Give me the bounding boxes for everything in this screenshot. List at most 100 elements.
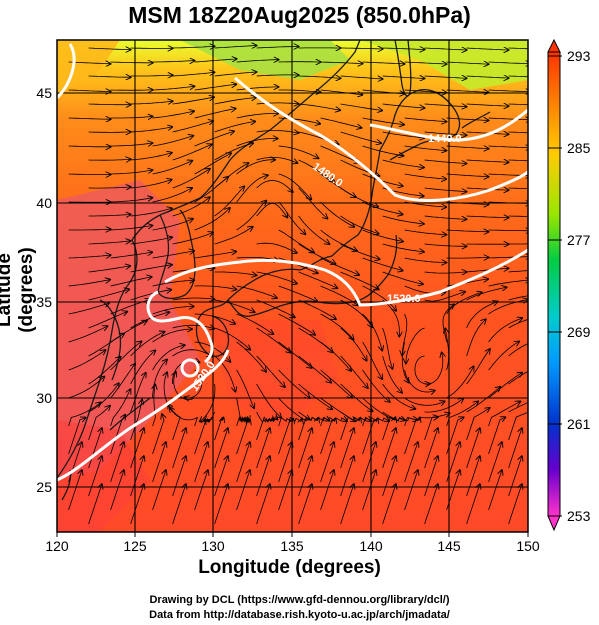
streamline: [130, 265, 172, 273]
streamline: [88, 241, 131, 245]
colorbar-tick-label: 253: [567, 508, 591, 524]
streamline: [320, 62, 363, 64]
streamline: [404, 62, 447, 64]
streamline: [152, 360, 167, 399]
streamline: [68, 377, 105, 399]
streamline: [508, 159, 528, 162]
streamline: [88, 48, 131, 50]
streamline: [236, 369, 255, 408]
streamline: [236, 442, 250, 483]
streamline: [508, 103, 528, 106]
streamline: [340, 48, 383, 49]
streamline: [214, 417, 224, 441]
streamline: [88, 266, 131, 273]
streamline: [404, 229, 447, 235]
streamline: [110, 252, 153, 259]
streamline: [130, 373, 146, 413]
streamline: [130, 332, 165, 357]
streamline: [214, 327, 251, 350]
streamline: [508, 295, 528, 301]
streamline: [340, 271, 379, 289]
streamline: [404, 201, 447, 207]
streamline: [298, 243, 336, 264]
streamline: [152, 280, 195, 287]
streamline: [214, 272, 257, 275]
y-tick-label: 35: [36, 294, 52, 310]
streamline: [110, 364, 136, 399]
streamline: [214, 355, 236, 392]
streamline: [446, 62, 489, 64]
streamline: [298, 428, 312, 469]
streamline: [488, 417, 506, 455]
streamline: [88, 428, 102, 469]
streamline: [152, 86, 195, 91]
streamline: [194, 208, 230, 231]
streamline: [466, 484, 480, 525]
streamline: [382, 355, 402, 393]
streamline: [88, 484, 102, 525]
streamline: [172, 72, 215, 77]
streamline: [256, 103, 299, 104]
streamline: [488, 342, 519, 371]
streamline: [466, 216, 509, 218]
streamline: [508, 131, 528, 134]
streamline: [404, 470, 418, 511]
streamline: [172, 197, 210, 217]
streamline: [172, 121, 214, 133]
streamline: [256, 327, 291, 353]
streamline: [298, 456, 312, 497]
streamline: [362, 369, 390, 402]
streamline: [466, 302, 498, 329]
streamline: [362, 89, 405, 94]
streamline: [446, 202, 489, 205]
streamline: [340, 428, 354, 469]
streamline: [214, 98, 256, 105]
streamline: [340, 103, 383, 111]
streamline: [340, 383, 373, 411]
colorbar-tick-label: 293: [567, 48, 591, 64]
streamline: [424, 398, 464, 413]
streamline: [214, 428, 228, 469]
streamline: [153, 385, 156, 427]
x-ticks: [56, 532, 529, 537]
streamline: [278, 369, 310, 398]
streamline: [194, 131, 234, 147]
streamline: [214, 72, 257, 77]
streamline: [488, 257, 528, 258]
streamline: [278, 201, 306, 234]
streamline: [488, 118, 528, 120]
streamline: [152, 345, 185, 371]
streamline: [298, 417, 319, 441]
streamline: [88, 132, 131, 133]
streamline: [508, 371, 528, 385]
streamline: [236, 113, 279, 119]
streamline: [88, 357, 121, 385]
streamline: [424, 456, 438, 497]
streamline: [446, 402, 479, 427]
streamline: [68, 350, 106, 371]
streamline: [488, 230, 528, 231]
streamline: [508, 215, 528, 217]
streamline: [362, 201, 403, 214]
streamline: [110, 415, 126, 455]
x-tick-label: 120: [45, 538, 69, 554]
streamline: [278, 313, 315, 335]
streamline: [68, 442, 82, 483]
streamline: [214, 186, 245, 217]
streamline: [172, 484, 186, 525]
streamline: [172, 428, 186, 469]
streamline: [194, 470, 208, 511]
streamline: [256, 355, 285, 387]
streamline: [401, 341, 408, 383]
streamline: [152, 219, 193, 231]
streamline: [256, 417, 274, 441]
streamline: [194, 177, 229, 203]
streamline: [466, 160, 509, 162]
streamline: [88, 104, 131, 105]
streamline: [68, 229, 111, 230]
streamline: [488, 442, 502, 483]
streamline: [298, 187, 328, 219]
colorbar-tick-label: 261: [567, 416, 591, 432]
streamline: [110, 62, 153, 63]
streamline: [362, 229, 403, 242]
